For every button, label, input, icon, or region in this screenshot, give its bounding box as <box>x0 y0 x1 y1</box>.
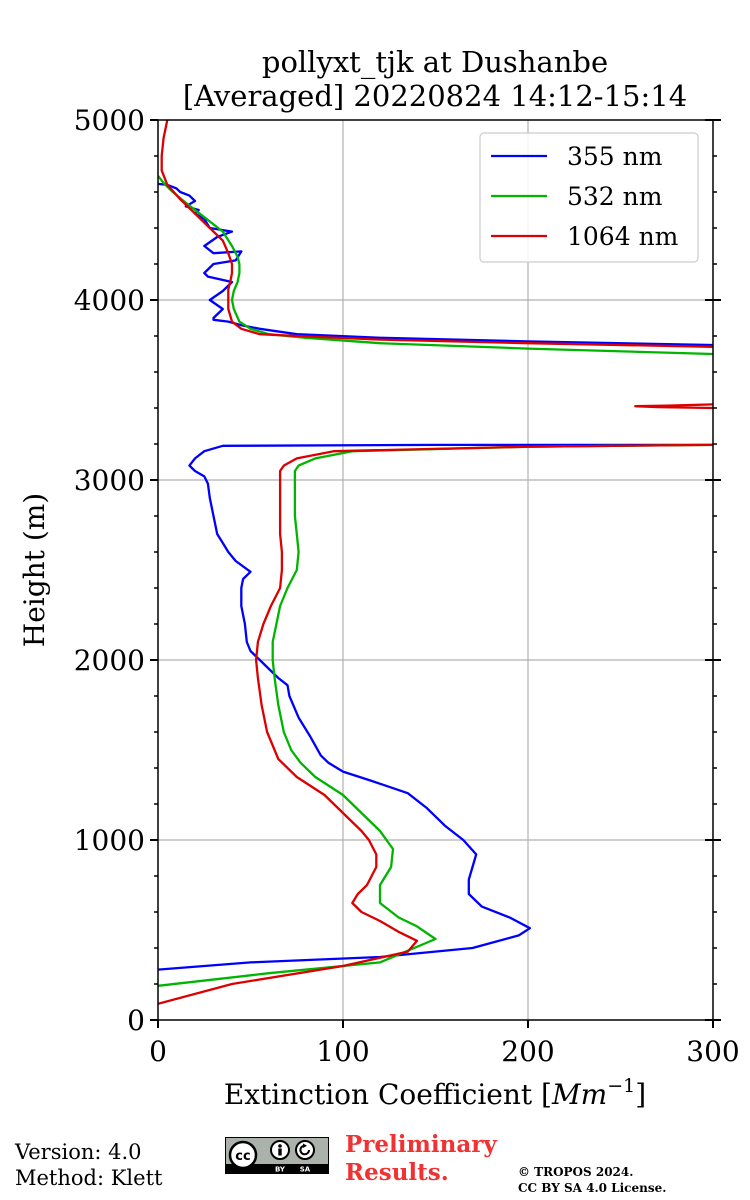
data-series <box>158 120 713 1005</box>
x-axis-label: Extinction Coefficient [Mm−1] <box>224 1075 646 1111</box>
preliminary-line-1: Preliminary <box>345 1131 497 1158</box>
chart-title: pollyxt_tjk at Dushanbe <box>262 45 608 80</box>
y-tick-label-3000: 3000 <box>74 464 145 497</box>
copyright-notice: © TROPOS 2024. CC BY SA 4.0 License. <box>518 1164 666 1196</box>
y-tick-label-1000: 1000 <box>74 824 145 857</box>
series-line-1064-nm-upper-3 <box>634 403 713 410</box>
legend: 355 nm 532 nm 1064 nm <box>479 132 699 263</box>
series-line-355-nm <box>158 443 713 971</box>
x-axis-label-exponent: −1 <box>607 1075 635 1097</box>
legend-label-532-nm: 532 nm <box>567 182 663 211</box>
preliminary-line-2: Results. <box>345 1159 449 1186</box>
x-tick-label-300: 300 <box>686 1035 739 1068</box>
legend-label-1064-nm: 1064 nm <box>567 222 679 251</box>
x-axis-label-end: ] <box>635 1078 646 1111</box>
series-line-1064-nm <box>158 443 713 1005</box>
series-line-532-nm <box>158 443 713 987</box>
sa-tag: SA <box>300 1166 311 1174</box>
share-alike-icon <box>295 1140 315 1160</box>
legend-box <box>479 132 699 263</box>
grid-lines <box>158 120 713 1020</box>
cc-icon <box>228 1140 258 1170</box>
series-line-1064-nm-upper-2 <box>160 120 713 348</box>
cc-mark-text: cc <box>235 1149 250 1164</box>
y-tick-label-5000: 5000 <box>74 104 145 137</box>
legend-label-355-nm: 355 nm <box>567 142 663 171</box>
chart-subtitle: [Averaged] 20220824 14:12-15:14 <box>183 79 687 113</box>
by-tag: BY <box>275 1166 286 1174</box>
x-axis-label-main: Extinction Coefficient [ <box>224 1078 552 1111</box>
copyright-line-2: CC BY SA 4.0 License. <box>518 1181 667 1195</box>
x-tick-label-200: 200 <box>501 1035 554 1068</box>
x-tick-label-100: 100 <box>316 1035 369 1068</box>
x-axis-label-unit: Mm <box>551 1078 607 1111</box>
y-tick-label-2000: 2000 <box>74 644 145 677</box>
version-text: Version: 4.0 <box>15 1140 142 1164</box>
y-tick-label-4000: 4000 <box>74 284 145 317</box>
cc-license-badge: cc BY SA <box>225 1137 329 1174</box>
method-text: Method: Klett <box>15 1166 163 1190</box>
copyright-line-1: © TROPOS 2024. <box>518 1165 634 1179</box>
x-tick-label-0: 0 <box>149 1035 167 1068</box>
preliminary-results-notice: Preliminary Results. <box>345 1131 497 1187</box>
plot-frame <box>157 119 714 1021</box>
y-tick-label-0: 0 <box>127 1004 145 1037</box>
y-axis-label: Height (m) <box>18 493 51 647</box>
